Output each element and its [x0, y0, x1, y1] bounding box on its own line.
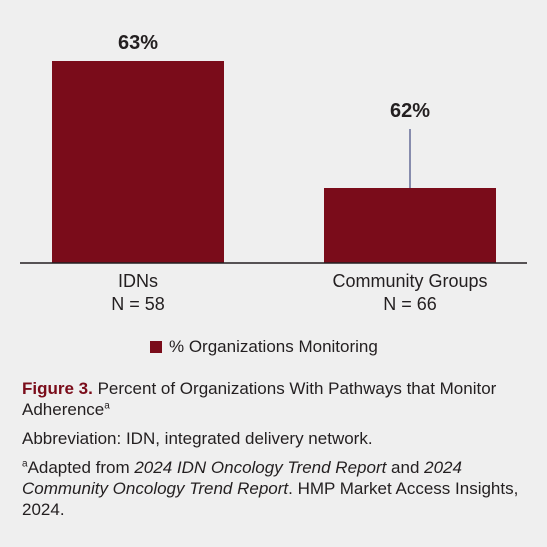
- footnote-report-1: 2024 IDN Oncology Trend Report: [134, 458, 387, 477]
- bar-idns: [52, 61, 224, 263]
- legend-label: % Organizations Monitoring: [169, 337, 378, 356]
- figure-title-paragraph: Figure 3. Percent of Organizations With …: [22, 378, 527, 420]
- footnote-text-2: and: [386, 458, 425, 477]
- category-label: IDNs: [118, 271, 158, 291]
- abbreviation-note: Abbreviation: IDN, integrated delivery n…: [22, 429, 373, 448]
- figure-caption: Figure 3. Percent of Organizations With …: [22, 378, 527, 528]
- source-footnote: aAdapted from 2024 IDN Oncology Trend Re…: [22, 457, 527, 520]
- footnote-text-1: Adapted from: [27, 458, 135, 477]
- bar-chart: 63% IDNs N = 58 62% Community Groups N = 66: [20, 32, 527, 314]
- legend-swatch: [150, 341, 162, 353]
- figure-title: Percent of Organizations With Pathways t…: [22, 379, 497, 419]
- category-label: Community Groups: [332, 271, 487, 291]
- data-label: 62%: [390, 100, 430, 122]
- figure-label: Figure 3.: [22, 379, 93, 398]
- footnote-report-2: 2024 Community Oncology Trend Report: [22, 458, 462, 498]
- category-sublabel: N = 66: [383, 294, 437, 314]
- data-label: 63%: [118, 32, 158, 54]
- bar-community-groups: [324, 188, 496, 263]
- footnote-marker: a: [22, 458, 28, 470]
- legend: % Organizations Monitoring: [150, 337, 378, 357]
- footnote-text-3: . HMP Market Access Insights, 2024.: [22, 479, 519, 519]
- figure-title-footnote-marker: a: [104, 400, 110, 412]
- category-sublabel: N = 58: [111, 294, 165, 314]
